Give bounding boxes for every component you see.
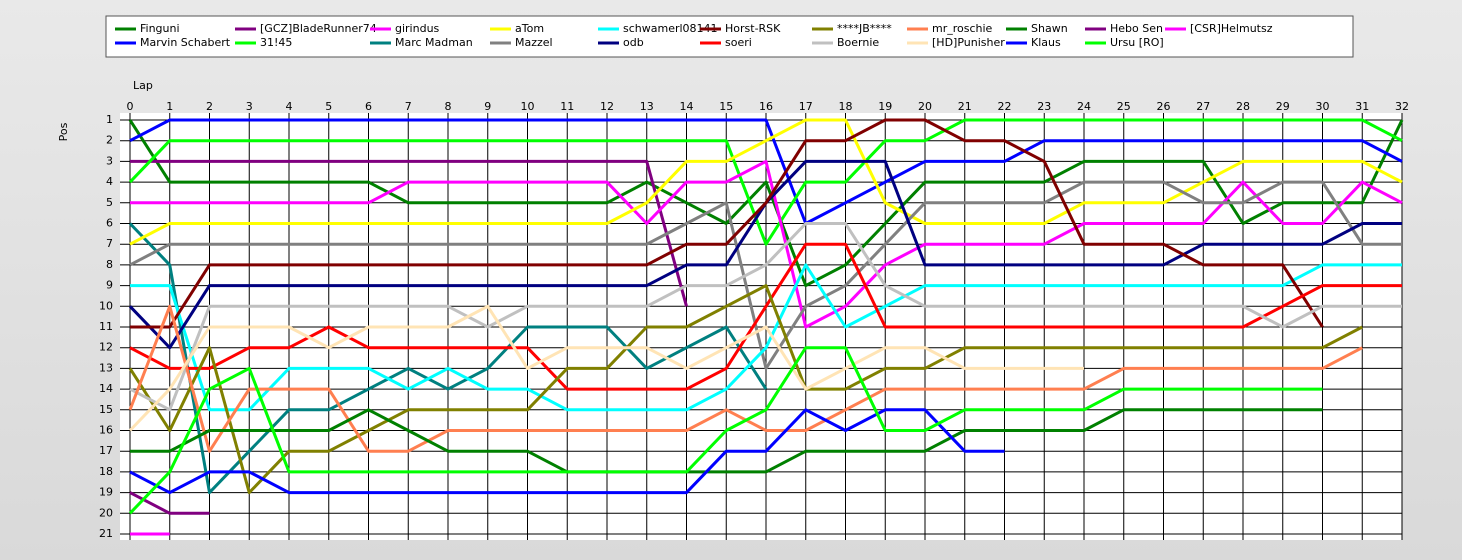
legend-label: Hebo Sen	[1110, 22, 1163, 35]
x-tick-label: 17	[799, 100, 813, 113]
x-tick-label: 20	[918, 100, 932, 113]
y-tick-label: 11	[99, 320, 113, 333]
legend-label: girindus	[395, 22, 440, 35]
y-tick-label: 21	[99, 527, 113, 540]
legend-label: odb	[623, 36, 644, 49]
legend-label: 31!45	[260, 36, 292, 49]
legend-label: Klaus	[1031, 36, 1061, 49]
y-tick-label: 8	[106, 258, 113, 271]
y-axis-title: Pos	[57, 122, 70, 141]
series-line	[128, 222, 768, 495]
y-tick-label: 15	[99, 403, 113, 416]
series-line	[128, 284, 1363, 495]
legend-label: schwamerl08141	[623, 22, 718, 35]
x-tick-label: 12	[600, 100, 614, 113]
y-tick-label: 19	[99, 486, 113, 499]
legend-label: [CSR]Helmutsz	[1190, 22, 1273, 35]
x-tick-label: 29	[1276, 100, 1290, 113]
x-tick-label: 10	[521, 100, 535, 113]
y-tick-label: 2	[106, 134, 113, 147]
series-line	[129, 180, 1402, 370]
legend-label: [GCZ]BladeRunner74	[260, 22, 377, 35]
y-tick-label: 16	[99, 424, 113, 437]
series-line	[130, 263, 1402, 412]
series-line	[128, 346, 1323, 515]
series-line	[128, 304, 1084, 432]
x-tick-label: 0	[127, 100, 134, 113]
legend-label: Marvin Schabert	[140, 36, 231, 49]
series-line	[129, 118, 1403, 246]
legend-box	[105, 15, 1354, 58]
x-tick-label: 31	[1355, 100, 1369, 113]
y-tick-label: 18	[99, 465, 113, 478]
x-tick-label: 7	[405, 100, 412, 113]
legend-label: Ursu [RO]	[1110, 36, 1164, 49]
y-tick-label: 3	[106, 154, 113, 167]
legend-label: Boernie	[837, 36, 879, 49]
x-tick-label: 5	[325, 100, 332, 113]
x-tick-label: 1	[166, 100, 173, 113]
x-tick-label: 11	[560, 100, 574, 113]
x-tick-label: 15	[719, 100, 733, 113]
x-tick-label: 27	[1196, 100, 1210, 113]
x-tick-label: 30	[1316, 100, 1330, 113]
x-tick-label: 3	[246, 100, 253, 113]
legend-label: mr_roschie	[932, 22, 993, 35]
y-tick-label: 10	[99, 299, 113, 312]
x-tick-label: 9	[484, 100, 491, 113]
legend-label: ****JB****	[837, 22, 892, 35]
legend-label: soeri	[725, 36, 752, 49]
y-tick-label: 20	[99, 506, 113, 519]
series-line	[129, 222, 1402, 412]
y-tick-label: 4	[106, 175, 113, 188]
x-tick-label: 22	[998, 100, 1012, 113]
x-tick-label: 18	[839, 100, 853, 113]
x-tick-label: 8	[445, 100, 452, 113]
legend-label: Finguni	[140, 22, 180, 35]
x-tick-label: 24	[1077, 100, 1091, 113]
x-tick-label: 2	[206, 100, 213, 113]
legend-label: [HD]Punisher	[932, 36, 1005, 49]
x-tick-label: 13	[640, 100, 654, 113]
series-line	[129, 408, 1005, 495]
x-tick-label: 26	[1157, 100, 1171, 113]
x-tick-label: 4	[286, 100, 293, 113]
y-tick-label: 12	[99, 341, 113, 354]
x-tick-label: 14	[680, 100, 694, 113]
legend-label: Mazzel	[515, 36, 553, 49]
legend-label: Horst-RSK	[725, 22, 781, 35]
x-tick-label: 23	[1037, 100, 1051, 113]
x-tick-label: 16	[759, 100, 773, 113]
y-tick-label: 6	[106, 217, 113, 230]
y-tick-label: 7	[106, 237, 113, 250]
series-line	[128, 119, 1404, 288]
x-tick-label: 21	[958, 100, 972, 113]
x-tick-label: 19	[878, 100, 892, 113]
x-tick-label: 25	[1117, 100, 1131, 113]
legend-label: Shawn	[1031, 22, 1068, 35]
series-line	[129, 242, 1402, 391]
legend-label: aTom	[515, 22, 544, 35]
y-tick-label: 14	[99, 382, 113, 395]
x-tick-label: 28	[1236, 100, 1250, 113]
y-tick-label: 5	[106, 196, 113, 209]
series-line	[130, 408, 1323, 474]
y-tick-label: 9	[106, 279, 113, 292]
y-tick-label: 17	[99, 444, 113, 457]
y-tick-label: 13	[99, 361, 113, 374]
x-tick-label: 32	[1395, 100, 1409, 113]
legend-label: Marc Madman	[395, 36, 473, 49]
series-line	[129, 118, 1403, 225]
series-line	[130, 159, 688, 307]
series-line	[130, 118, 1324, 329]
series-line	[128, 118, 1403, 246]
y-tick-label: 1	[106, 113, 113, 126]
series-line	[130, 159, 1403, 329]
x-axis-title: Lap	[133, 79, 153, 92]
x-tick-label: 6	[365, 100, 372, 113]
